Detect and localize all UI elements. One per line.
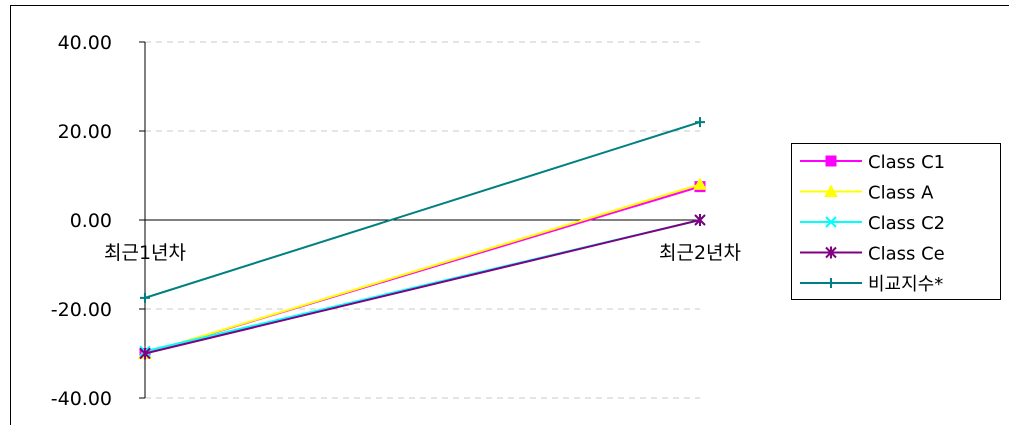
marker-x (825, 216, 837, 228)
x-category-label: 최근2년차 (659, 242, 741, 264)
series-비교지수* (140, 117, 705, 303)
marker-plus (826, 278, 836, 288)
legend-item: Class C1 (800, 152, 945, 173)
marker-asterisk (139, 347, 151, 360)
marker-asterisk (825, 246, 837, 259)
legend-label: Class A (868, 183, 934, 204)
legend-label: Class Ce (868, 244, 945, 265)
legend-item: Class Ce (800, 244, 945, 265)
legend-item: Class C2 (800, 213, 945, 234)
legend-label: Class C1 (868, 152, 945, 173)
legend: Class C1 Class A Class C2 Class Ce 비교지수* (791, 143, 1001, 300)
series-Class A (138, 177, 707, 359)
y-tick-label: 0.00 (70, 210, 112, 232)
grid-layer (145, 41, 700, 399)
legend-label: Class C2 (868, 213, 945, 234)
axis-layer: 40.00 20.00 0.00 -20.00 -40.00 최근1년차 최근2년차 (51, 32, 741, 410)
marker-plus (140, 292, 150, 303)
marker-asterisk (694, 214, 706, 226)
legend-label: 비교지수* (868, 274, 943, 295)
y-tick-label: -40.00 (51, 388, 112, 410)
marker-triangle (693, 177, 707, 190)
marker-plus (695, 117, 705, 128)
legend-item: Class A (800, 183, 934, 204)
series-Class Ce (139, 214, 706, 360)
x-category-label: 최근1년차 (104, 242, 186, 264)
marker-square (825, 155, 837, 167)
marker-triangle (824, 184, 838, 197)
y-tick-label: -20.00 (51, 299, 112, 321)
chart-frame (10, 5, 1009, 425)
legend-item: 비교지수* (800, 274, 943, 295)
y-tick-label: 40.00 (58, 32, 112, 54)
series-line (144, 121, 701, 299)
series-layer (138, 117, 707, 360)
series-line (144, 183, 701, 355)
y-tick-label: 20.00 (58, 121, 112, 143)
series-line (144, 219, 701, 355)
